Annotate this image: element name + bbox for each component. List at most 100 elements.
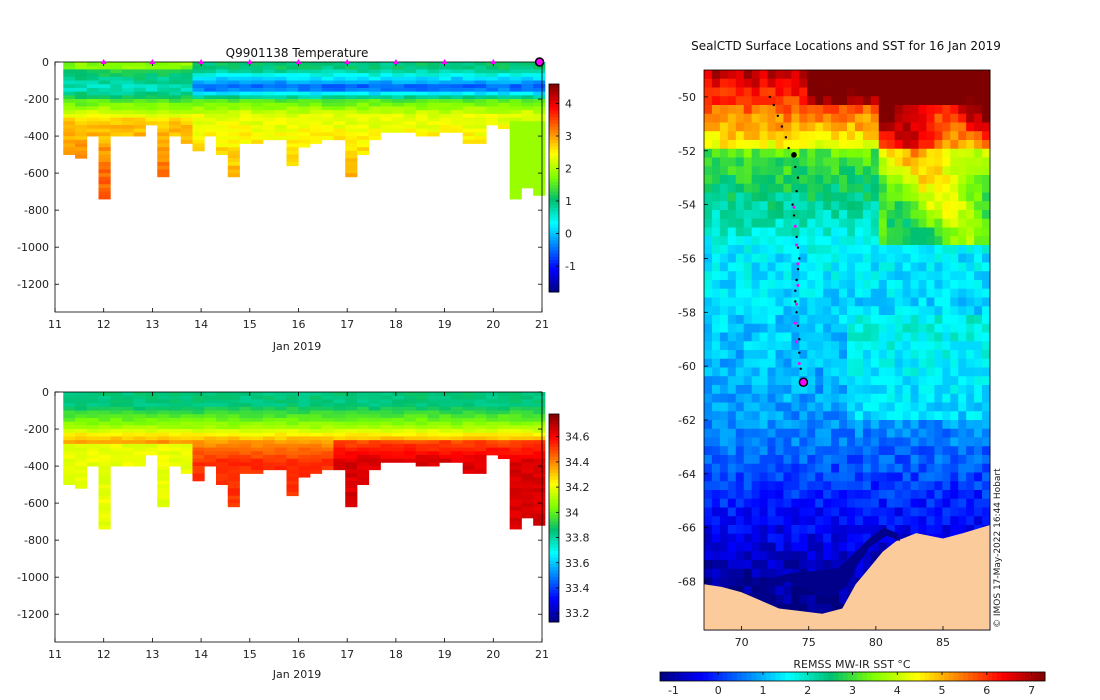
section-cell	[509, 443, 522, 448]
section-cell	[309, 458, 323, 463]
colorbar-swatch	[708, 672, 714, 681]
section-cell	[521, 514, 534, 519]
sst-cell	[783, 533, 792, 543]
section-cell	[439, 73, 452, 78]
section-cell	[462, 80, 475, 85]
section-cell	[157, 410, 170, 415]
section-cell	[133, 392, 146, 397]
sst-cell	[862, 183, 872, 193]
sst-cell	[926, 201, 935, 211]
sst-cell	[886, 271, 896, 281]
section-cell	[368, 121, 381, 126]
section-cell	[204, 87, 217, 93]
sst-cell	[910, 332, 919, 342]
section-cell	[98, 399, 111, 404]
sst-cell	[886, 131, 896, 141]
section-cell	[356, 136, 370, 141]
sst-cell	[886, 446, 896, 456]
sst-cell	[743, 87, 753, 97]
sst-cell	[823, 446, 832, 456]
sst-cell	[735, 140, 745, 150]
section-cell	[415, 447, 428, 452]
colorbar-swatch	[549, 472, 559, 477]
sst-cell	[831, 481, 840, 491]
sst-cell	[982, 262, 991, 272]
sst-cell	[902, 516, 912, 526]
sst-cell	[918, 420, 927, 430]
sst-cell	[759, 402, 769, 412]
colorbar-swatch	[549, 214, 559, 218]
sst-cell	[807, 96, 816, 106]
sst-cell	[918, 245, 927, 255]
section-cell	[403, 451, 417, 456]
sst-cell	[704, 131, 713, 141]
sst-cell	[942, 122, 951, 132]
sst-cell	[759, 253, 769, 263]
x-tick-label: 17	[340, 318, 354, 331]
sst-cell	[902, 472, 912, 482]
section-cell	[415, 128, 428, 133]
sst-cell	[831, 122, 840, 132]
section-cell	[427, 132, 440, 137]
x-tick-label: 20	[486, 318, 500, 331]
sst-cell	[704, 393, 713, 403]
section-cell	[122, 106, 135, 111]
colorbar-swatch	[549, 119, 559, 124]
section-cell	[262, 113, 276, 118]
sst-cell	[751, 236, 761, 246]
sst-cell	[910, 280, 919, 290]
sst-cell	[878, 507, 888, 517]
section-cell	[415, 99, 428, 104]
section-cell	[356, 99, 370, 104]
sst-cell	[775, 498, 784, 508]
section-cell	[415, 73, 428, 78]
sst-cell	[775, 568, 784, 578]
sst-cell	[926, 332, 935, 342]
sst-cell	[839, 455, 848, 465]
sst-cell	[807, 420, 816, 430]
sst-cell	[894, 306, 904, 316]
sst-cell	[958, 210, 967, 220]
sst-cell	[831, 201, 840, 211]
sst-cell	[831, 166, 840, 176]
section-cell	[497, 102, 511, 107]
colorbar-swatch	[982, 672, 988, 681]
section-cell	[262, 417, 276, 423]
sst-cell	[751, 367, 761, 377]
sst-cell	[950, 358, 959, 368]
section-cell	[216, 399, 229, 404]
sst-cell	[982, 113, 991, 123]
sst-cell	[886, 507, 896, 517]
sst-cell	[878, 385, 888, 395]
section-cell	[509, 480, 522, 485]
sst-cell	[799, 358, 808, 368]
sst-cell	[783, 297, 792, 307]
section-cell	[98, 180, 111, 185]
section-cell	[63, 414, 76, 419]
sst-cell	[783, 105, 792, 115]
sst-cell	[966, 183, 975, 193]
sst-cell	[918, 446, 927, 456]
sst-cell	[783, 560, 792, 570]
sst-cell	[974, 148, 983, 158]
section-cell	[427, 106, 440, 111]
section-cell	[251, 425, 264, 430]
sst-cell	[910, 420, 919, 430]
sst-cell	[751, 577, 761, 587]
colorbar-swatch	[775, 672, 781, 681]
sst-cell	[950, 376, 959, 386]
sst-cell	[966, 140, 975, 150]
section-cell	[157, 62, 170, 67]
section-cell	[509, 132, 522, 137]
sst-cell	[704, 210, 713, 220]
sst-cell	[783, 122, 792, 132]
sst-cell	[950, 87, 959, 97]
sst-cell	[910, 341, 919, 351]
section-cell	[262, 462, 276, 467]
section-cell	[392, 80, 405, 85]
section-cell	[450, 410, 464, 415]
section-cell	[521, 87, 534, 93]
sst-cell	[727, 367, 737, 377]
section-cell	[521, 484, 534, 489]
sst-cell	[886, 262, 896, 272]
